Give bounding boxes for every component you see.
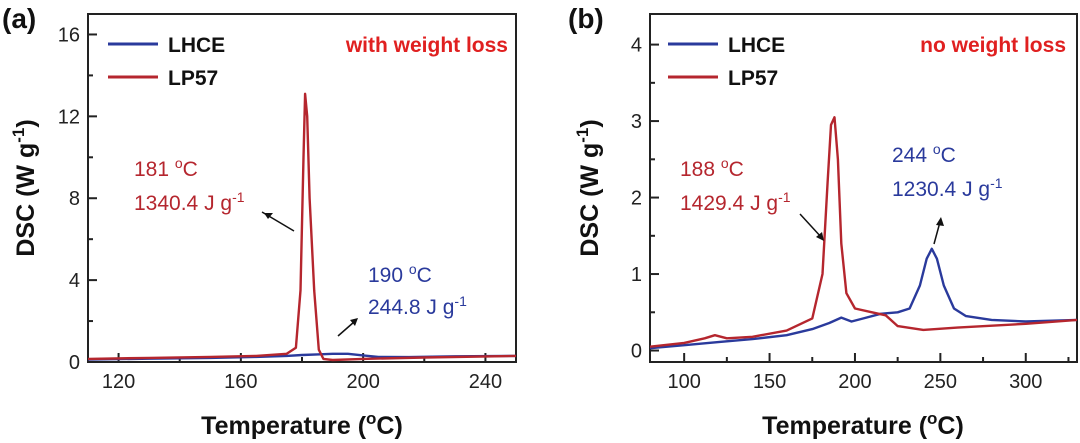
y-tick-label: 3 [631, 111, 642, 133]
annotation-lhce-peak: 190 oC 244.8 J g-1 [337, 261, 467, 337]
annotation-lhce-peak: 244 oC 1230.4 J g-1 [892, 141, 1003, 245]
y-tick-label: 1 [631, 264, 642, 286]
panel-b-series [649, 116, 1078, 350]
panel-a-condition: with weight loss [345, 34, 508, 57]
x-tick-label: 200 [838, 371, 871, 393]
annotation-lhce-enthalpy: 1230.4 J g-1 [892, 175, 1003, 201]
annotation-lhce-arrow [337, 321, 355, 337]
panel-b-xaxis-label: Temperature (oC) [762, 409, 964, 440]
annotation-lhce-temperature: 190 oC [368, 261, 432, 287]
panel-a-legend: LHCE LP57 [108, 34, 225, 90]
y-tick-label: 8 [69, 188, 80, 210]
y-tick-label: 16 [58, 24, 80, 46]
series-line-lhce [649, 247, 1078, 350]
x-tick-label: 150 [753, 371, 786, 393]
annotation-lhce-enthalpy: 244.8 J g-1 [368, 293, 467, 319]
y-tick-label: 4 [69, 270, 80, 292]
legend-label-lhce: LHCE [168, 34, 225, 57]
x-tick-label: 200 [346, 371, 379, 393]
annotation-lp57-arrowhead [816, 232, 824, 241]
annotation-lhce-arrow [933, 221, 941, 245]
annotation-lhce-temperature: 244 oC [892, 141, 956, 167]
annotation-lp57-arrowhead [264, 213, 273, 219]
annotation-lhce-arrowhead [350, 318, 358, 326]
panel-a-series [87, 92, 517, 362]
panel-b: (b) 100 150 200 250 300 0 1 2 3 4 LHCE LP57 no we… [568, 3, 1078, 440]
y-tick-label: 4 [631, 35, 642, 57]
panel-b-ticks: 100 150 200 250 300 0 1 2 3 4 [631, 35, 1070, 393]
panel-a-xaxis-label: Temperature (oC) [201, 409, 403, 440]
panel-b-plot-frame [649, 13, 1078, 363]
x-tick-label: 240 [469, 371, 502, 393]
panel-b-yaxis-label: DSC (W g-1) [573, 119, 604, 256]
x-tick-label: 160 [224, 371, 257, 393]
annotation-lp57-enthalpy: 1429.4 J g-1 [680, 189, 791, 215]
series-line-lp57 [87, 92, 517, 362]
panel-a-label: (a) [2, 3, 36, 34]
y-tick-label: 0 [631, 341, 642, 363]
panel-a-ticks: 120 160 200 240 0 4 8 12 16 [58, 24, 502, 393]
annotation-lp57-peak: 181 oC 1340.4 J g-1 [134, 155, 295, 232]
annotation-lp57-enthalpy: 1340.4 J g-1 [134, 189, 245, 215]
panel-b-label: (b) [568, 3, 604, 34]
panel-a-yaxis-label: DSC (W g-1) [9, 119, 40, 256]
legend-label-lp57: LP57 [728, 67, 778, 90]
annotation-lp57-arrow [799, 213, 823, 239]
series-line-lp57 [649, 116, 1078, 348]
x-tick-label: 300 [1009, 371, 1042, 393]
annotation-lp57-temperature: 188 oC [680, 155, 744, 181]
y-tick-label: 12 [58, 106, 80, 128]
annotation-lp57-temperature: 181 oC [134, 155, 198, 181]
panel-b-condition: no weight loss [920, 34, 1066, 57]
x-tick-label: 250 [924, 371, 957, 393]
y-tick-label: 0 [69, 352, 80, 374]
annotation-lhce-arrowhead [936, 217, 944, 226]
annotation-lp57-peak: 188 oC 1429.4 J g-1 [680, 155, 824, 241]
legend-label-lhce: LHCE [728, 34, 785, 57]
panel-b-legend: LHCE LP57 [668, 34, 785, 90]
legend-label-lp57: LP57 [168, 67, 218, 90]
x-tick-label: 120 [102, 371, 135, 393]
y-tick-label: 2 [631, 188, 642, 210]
x-tick-label: 100 [667, 371, 700, 393]
panel-a: (a) 120 160 200 240 0 4 8 12 16 LHCE LP57 with w… [2, 3, 517, 440]
